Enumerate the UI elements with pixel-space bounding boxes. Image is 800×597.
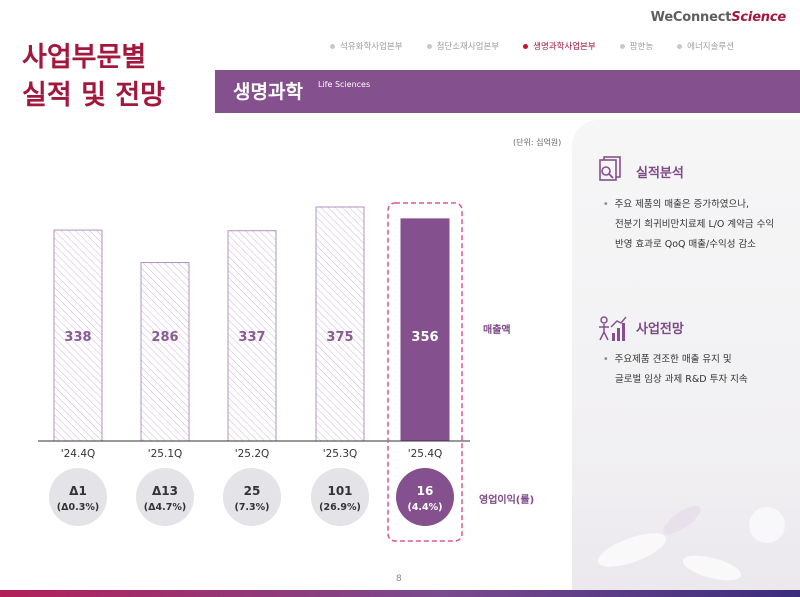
outlook-body: • 주요제품 견조한 매출 유지 및 글로벌 임상 과제 R&D 투자 지속 bbox=[603, 350, 748, 390]
op-profit-circle bbox=[49, 468, 107, 526]
outlook-line: 글로벌 임상 과제 R&D 투자 지속 bbox=[615, 374, 748, 385]
nav-item-farm-hannong[interactable]: 팜한농 bbox=[619, 40, 654, 52]
nav-label: 생명과학사업본부 bbox=[533, 42, 596, 52]
analysis-line: 전분기 희귀비만치료제 L/O 계약금 수익 bbox=[615, 219, 775, 230]
nav-dot-icon bbox=[677, 43, 683, 49]
category-tick-label: '25.1Q bbox=[148, 448, 183, 460]
outlook-line: • 주요제품 견조한 매출 유지 및 bbox=[603, 354, 732, 365]
bar-2 bbox=[227, 230, 277, 442]
bullet-icon: • bbox=[603, 354, 609, 365]
section-bar bbox=[215, 70, 800, 113]
growth-person-icon bbox=[599, 316, 627, 341]
op-profit-margin: (4.4%) bbox=[407, 502, 442, 513]
analysis-line: 반영 효과로 QoQ 매출/수익성 감소 bbox=[615, 239, 756, 250]
op-profit-margin: (26.9%) bbox=[319, 502, 361, 513]
op-profit-margin: (7.3%) bbox=[234, 502, 269, 513]
analysis-document-icon bbox=[599, 156, 621, 181]
revenue-bar-chart: 338 '24.4Q 286 '25.1Q 337 '25.2Q 375 '25.3Q 356 '… bbox=[38, 202, 470, 542]
nav-label: 첨단소재사업본부 bbox=[436, 42, 500, 52]
nav-item-energy-solution[interactable]: 에너지솔루션 bbox=[677, 40, 734, 52]
category-tick-label: '25.3Q bbox=[323, 448, 358, 460]
nav-label: 석유화학사업본부 bbox=[340, 42, 403, 52]
nav-item-advanced-materials[interactable]: 첨단소재사업본부 bbox=[426, 40, 500, 52]
op-profit-value: Δ1 bbox=[69, 484, 87, 498]
category-tick-label: '24.4Q bbox=[61, 448, 96, 460]
op-profit-circle bbox=[136, 468, 194, 526]
nav-dot-icon bbox=[426, 43, 432, 49]
commentary-panel: 실적분석 • 주요 제품의 매출은 증가하였으나, 전분기 희귀비만치료제 L/O… bbox=[572, 120, 800, 590]
brand-prefix: WeConnect bbox=[650, 10, 732, 25]
nav-label: 팜한농 bbox=[629, 42, 654, 52]
nav-item-petrochemicals[interactable]: 석유화학사업본부 bbox=[330, 40, 403, 52]
page-title-line1: 사업부문별 bbox=[22, 42, 147, 73]
footer-gradient-bar bbox=[0, 590, 800, 597]
bar-value-label: 338 bbox=[64, 330, 91, 345]
bar-3 bbox=[315, 206, 365, 442]
op-profit-value: 16 bbox=[417, 484, 434, 498]
analysis-body: • 주요 제품의 매출은 증가하였으나, 전분기 희귀비만치료제 L/O 계약금 … bbox=[603, 195, 774, 255]
nav-item-life-sciences[interactable]: 생명과학사업본부 bbox=[523, 40, 596, 52]
brand-logo: WeConnectScience bbox=[650, 10, 787, 25]
bar-value-label: 375 bbox=[326, 330, 353, 345]
bar-0 bbox=[53, 229, 103, 442]
outlook-heading: 사업전망 bbox=[636, 322, 684, 337]
page-number: 8 bbox=[396, 574, 402, 584]
bar-value-label: 337 bbox=[238, 330, 265, 345]
revenue-legend-label: 매출액 bbox=[483, 325, 511, 336]
top-nav: 석유화학사업본부 첨단소재사업본부 생명과학사업본부 팜한농 에너지솔루션 bbox=[330, 40, 758, 52]
op-profit-circle bbox=[396, 468, 454, 526]
op-profit-value: 25 bbox=[244, 484, 261, 498]
op-profit-circle bbox=[311, 468, 369, 526]
highlight-dashed-box bbox=[387, 202, 463, 542]
op-profit-circle bbox=[223, 468, 281, 526]
bar-1 bbox=[140, 262, 190, 442]
bar-value-label: 286 bbox=[151, 330, 178, 345]
category-tick-label: '25.2Q bbox=[235, 448, 270, 460]
category-tick-label: '25.4Q bbox=[408, 448, 443, 460]
bullet-icon: • bbox=[603, 199, 609, 210]
page-title-line2: 실적 및 전망 bbox=[22, 80, 165, 111]
op-profit-margin: (Δ0.3%) bbox=[57, 502, 99, 513]
bar-value-label: 356 bbox=[411, 330, 438, 345]
nav-dot-icon bbox=[523, 43, 529, 49]
unit-label: (단위: 십억원) bbox=[513, 138, 562, 147]
pills-decoration-image bbox=[597, 505, 785, 581]
op-profit-margin: (Δ4.7%) bbox=[144, 502, 186, 513]
nav-label: 에너지솔루션 bbox=[687, 42, 735, 52]
op-profit-legend-label: 영업이익(률) bbox=[479, 495, 535, 506]
analysis-heading: 실적분석 bbox=[636, 166, 684, 181]
brand-suffix: Science bbox=[731, 10, 786, 25]
op-profit-value: Δ13 bbox=[152, 484, 178, 498]
bar-4 bbox=[400, 218, 450, 442]
nav-dot-icon bbox=[619, 43, 625, 49]
op-profit-value: 101 bbox=[327, 484, 352, 498]
section-subtitle: Life Sciences bbox=[318, 80, 371, 89]
nav-dot-icon bbox=[330, 43, 335, 49]
analysis-line: • 주요 제품의 매출은 증가하였으나, bbox=[603, 199, 750, 210]
section-title: 생명과학 bbox=[233, 81, 303, 103]
